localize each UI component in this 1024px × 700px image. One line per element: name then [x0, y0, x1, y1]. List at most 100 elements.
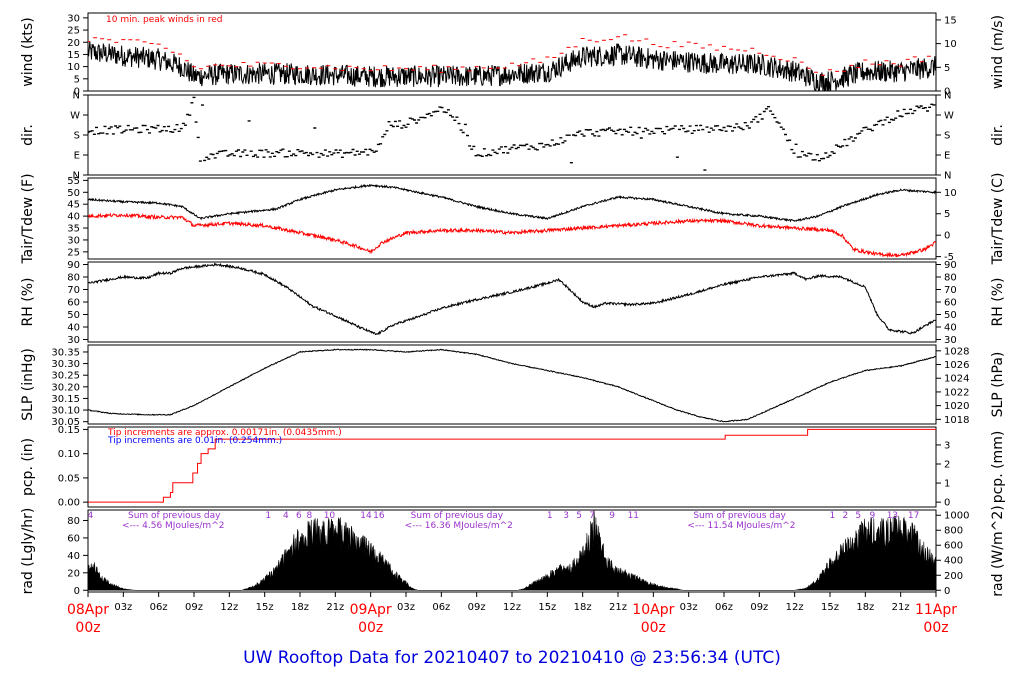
y-tick-label-left-wind: 30: [67, 13, 80, 24]
y-tick-label-left-rh: 70: [67, 285, 80, 296]
series-wind-1: [88, 34, 931, 76]
rad-hour-mark: 11: [628, 511, 639, 521]
y-tick-label-right-slp: 1022: [944, 387, 969, 398]
y-tick-label-right-temp: 10: [944, 188, 957, 199]
y-tick-label-left-wind: 10: [67, 62, 80, 73]
x-tick-label: 09z: [468, 602, 486, 613]
x-tick-label-day: 10Apr: [632, 602, 674, 618]
y-tick-label-left-slp: 30.30: [51, 359, 80, 370]
rad-hour-mark: 3: [563, 511, 569, 521]
y-tick-label-left-dir: S: [74, 131, 80, 142]
x-tick-label-day-sub: 00z: [358, 620, 383, 636]
y-tick-label-left-rad: 40: [67, 551, 80, 562]
rad-hour-mark: 2: [842, 511, 848, 521]
x-tick-label: 21z: [892, 602, 910, 613]
rad-hour-mark: 1: [829, 511, 835, 521]
y-tick-label-right-rh: 30: [944, 335, 957, 346]
y-tick-label-left-rh: 50: [67, 310, 80, 321]
y-axis-label-left-dir: dir.: [20, 124, 36, 146]
y-tick-label-left-temp: 35: [67, 224, 80, 235]
rad-hour-mark: 13: [887, 511, 898, 521]
y-tick-label-left-rh: 60: [67, 298, 80, 309]
y-tick-label-left-rh: 40: [67, 323, 80, 334]
y-axis-label-right-rad: rad (W/m^2): [990, 505, 1006, 596]
y-tick-label-right-rh: 80: [944, 273, 957, 284]
rad-annotation-0: Sum of previous day: [128, 511, 221, 521]
x-tick-label: 18z: [291, 602, 309, 613]
rad-hour-mark: 17: [908, 511, 919, 521]
series-temp-1: [88, 212, 936, 259]
x-tick-label-day-sub: 00z: [641, 620, 666, 636]
y-axis-label-right-temp: Tair/Tdew (C): [990, 173, 1006, 266]
rad-hour-mark: 5: [855, 511, 861, 521]
y-tick-label-right-pcp: 1: [944, 479, 950, 490]
y-tick-label-right-pcp: 0: [944, 498, 950, 509]
y-tick-label-right-slp: 1028: [944, 346, 969, 357]
x-tick-label-day-sub: 00z: [75, 620, 100, 636]
rad-hour-mark: 4: [87, 511, 93, 521]
y-tick-label-left-rad: 20: [67, 568, 80, 579]
rad-hour-mark: 4: [283, 511, 289, 521]
y-tick-label-left-rad: 0: [74, 586, 80, 597]
y-tick-label-right-temp: 0: [944, 231, 950, 242]
y-tick-label-right-rad: 400: [944, 556, 963, 567]
y-tick-label-left-rad: 60: [67, 533, 80, 544]
y-tick-label-left-dir: W: [70, 111, 80, 122]
series-dir-0: [88, 96, 936, 171]
y-tick-label-right-slp: 1020: [944, 401, 969, 412]
y-tick-label-left-temp: 45: [67, 200, 80, 211]
y-tick-label-right-dir: N: [944, 91, 951, 102]
series-temp-0: [88, 183, 936, 223]
x-tick-label: 09z: [750, 602, 768, 613]
chart-footer-title: UW Rooftop Data for 20210407 to 20210410…: [243, 648, 781, 668]
series-rh-0: [88, 262, 936, 336]
y-tick-label-left-rh: 30: [67, 335, 80, 346]
rad-annotation-2: Sum of previous day: [411, 511, 504, 521]
pcp-annotation-1: Tip increments are 0.01in. (0.254mm.): [107, 436, 282, 446]
y-axis-label-right-wind: wind (m/s): [990, 15, 1006, 89]
y-tick-label-left-pcp: 0.10: [58, 449, 80, 460]
y-tick-label-left-dir: N: [73, 171, 80, 182]
y-tick-label-right-wind: 15: [944, 15, 957, 26]
y-tick-label-left-pcp: 0.00: [58, 498, 80, 509]
y-tick-label-left-temp: 25: [67, 247, 80, 258]
y-tick-label-right-rh: 60: [944, 298, 957, 309]
y-tick-label-right-rh: 70: [944, 285, 957, 296]
y-axis-label-left-pcp: pcp. (in): [20, 438, 36, 496]
x-tick-label: 09z: [185, 602, 203, 613]
y-tick-label-right-slp: 1026: [944, 360, 969, 371]
x-tick-label: 15z: [538, 602, 556, 613]
x-tick-label: 06z: [715, 602, 733, 613]
y-tick-label-right-rad: 0: [944, 586, 950, 597]
rad-hour-mark: 14: [360, 511, 372, 521]
y-tick-label-right-wind: 5: [944, 63, 950, 74]
y-tick-label-right-pcp: 2: [944, 459, 950, 470]
y-tick-label-left-pcp: 0.15: [58, 425, 80, 436]
rad-hour-mark: 10: [324, 511, 336, 521]
x-tick-label: 15z: [256, 602, 274, 613]
x-tick-label: 06z: [432, 602, 450, 613]
panel-frame-pcp: [87, 426, 937, 508]
y-axis-label-left-slp: SLP (inHg): [20, 348, 36, 421]
x-tick-label: 03z: [114, 602, 132, 613]
y-axis-label-left-temp: Tair/Tdew (F): [20, 173, 36, 264]
pcp-annotation-0: Tip increments are approx. 0.00171in. (0…: [107, 428, 342, 438]
x-tick-label: 18z: [574, 602, 592, 613]
y-axis-label-right-rh: RH (%): [990, 278, 1006, 327]
y-tick-label-right-slp: 1018: [944, 415, 969, 426]
panel-frame-rh: [87, 261, 937, 343]
rad-hour-mark: 5: [576, 511, 582, 521]
y-tick-label-left-rad: 80: [67, 516, 80, 527]
y-tick-label-right-rh: 40: [944, 323, 957, 334]
x-tick-label: 12z: [786, 602, 804, 613]
y-tick-label-right-dir: S: [944, 131, 950, 142]
series-pcp-0: [88, 428, 936, 503]
y-tick-label-left-wind: 25: [67, 26, 80, 37]
rad-hour-mark: 8: [307, 511, 313, 521]
y-tick-label-left-temp: 30: [67, 235, 80, 246]
rad-annotation-3: <--- 16.36 MJoules/m^2: [405, 521, 513, 531]
rad-hour-mark: 1: [547, 511, 553, 521]
x-tick-label: 18z: [856, 602, 874, 613]
x-tick-label-day: 08Apr: [67, 602, 109, 618]
